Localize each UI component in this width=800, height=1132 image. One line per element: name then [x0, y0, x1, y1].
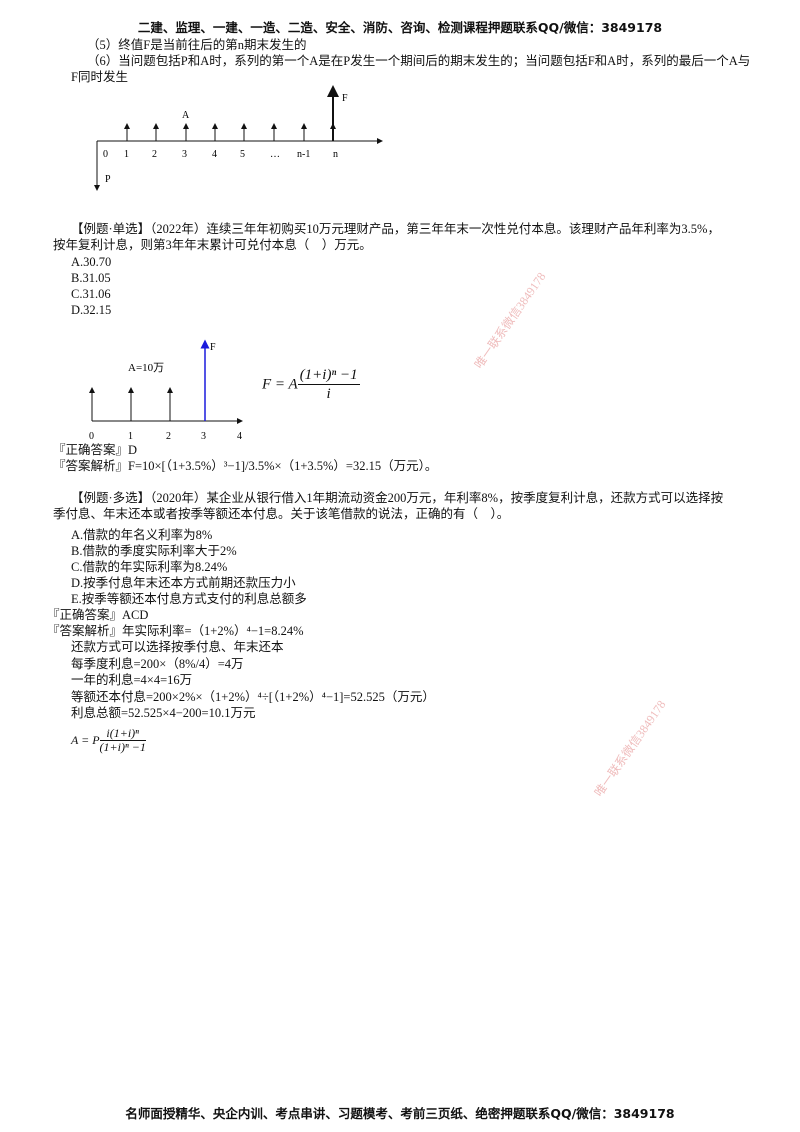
example1-stem: 【例题·单选】（2022年）连续三年年初购买10万元理财产品，第三年年末一次性兑… [71, 222, 720, 236]
example2-option-c: C.借款的年实际利率为8.24% [71, 560, 228, 574]
example2-option-b: B.借款的季度实际利率大于2% [71, 544, 237, 558]
formula-fraction: i(1+i)ⁿ (1+i)ⁿ −1 [99, 727, 146, 754]
example2-stem: 【例题·多选】（2020年）某企业从银行借入1年期流动资金200万元，年利率8%… [71, 491, 724, 505]
tick-label: 3 [201, 431, 206, 442]
note-item-6: （6）当问题包括P和A时，系列的第一个A是在P发生一个期间后的期末发生的；当问题… [87, 54, 751, 68]
tick-label: 4 [237, 431, 242, 442]
tick-label: … [270, 149, 280, 160]
page-header: 二建、监理、一建、一造、二造、安全、消防、咨询、检测课程押题联系QQ/微信：38… [137, 20, 663, 35]
example1-option-b: B.31.05 [71, 271, 111, 285]
formula-fraction: (1+i)ⁿ −1 i [297, 366, 360, 403]
example1-analysis: 『答案解析』F=10×[（1+3.5%）³−1]/3.5%×（1+3.5%）=3… [53, 459, 438, 473]
example2-analysis-line: 每季度利息=200×（8%/4）=4万 [71, 657, 244, 671]
example1-answer: 『正确答案』D [53, 443, 138, 457]
page-footer: 名师面授精华、央企内训、考点串讲、习题模考、考前三页纸、绝密押题联系QQ/微信：… [125, 1106, 675, 1121]
tick-label: 4 [212, 149, 217, 160]
tick-label: 5 [240, 149, 245, 160]
label-a: A [182, 110, 190, 121]
example2-answer: 『正确答案』ACD [47, 608, 149, 622]
tick-labels: 0 1 2 3 4 5 … n-1 n [103, 149, 338, 160]
label-a: A=10万 [128, 362, 164, 374]
example2-analysis-line: 『答案解析』年实际利率=（1+2%）⁴−1=8.24% [47, 624, 304, 638]
example2-option-e: E.按季等额还本付息方式支付的利息总额多 [71, 592, 307, 606]
example1-stem-cont: 按年复利计息，则第3年年末累计可兑付本息（ ）万元。 [53, 238, 372, 252]
note-item-5: （5）终值F是当前往后的第n期末发生的 [87, 38, 307, 52]
example1-option-a: A.30.70 [71, 255, 112, 269]
example2-option-d: D.按季付息年末还本方式前期还款压力小 [71, 576, 296, 590]
example2-analysis-line: 还款方式可以选择按季付息、年末还本 [71, 640, 284, 654]
tick-label: 2 [152, 149, 157, 160]
label-f: F [210, 342, 216, 353]
formula-numerator: i(1+i)ⁿ [99, 727, 146, 741]
formula-lhs: F = A [262, 376, 298, 393]
tick-label: 0 [103, 149, 108, 160]
example1-option-d: D.32.15 [71, 303, 112, 317]
tick-label: 3 [182, 149, 187, 160]
example2-option-a: A.借款的年名义利率为8% [71, 528, 213, 542]
example2-stem-cont: 季付息、年末还本或者按季等额还本付息。关于该笔借款的说法，正确的有（ ）。 [53, 507, 510, 521]
example2-analysis-line: 一年的利息=4×4=16万 [71, 673, 193, 687]
label-f: F [342, 93, 348, 104]
a-arrows [124, 123, 336, 141]
tick-label: 1 [124, 149, 129, 160]
label-p: P [105, 174, 111, 185]
example1-option-c: C.31.06 [71, 287, 111, 301]
tick-label: 1 [128, 431, 133, 442]
formula-denominator: (1+i)ⁿ −1 [99, 740, 146, 754]
annuity-future-value-formula: F = A (1+i)ⁿ −1 i [262, 366, 360, 403]
cash-flow-diagram-example1: F A=10万 0 1 2 3 4 [89, 339, 243, 442]
tick-label: 2 [166, 431, 171, 442]
formula-numerator: (1+i)ⁿ −1 [297, 367, 360, 385]
cash-flow-diagram-general: F A P 0 1 2 3 4 5 … n-1 n [94, 85, 383, 191]
formula-lhs: A = P [71, 733, 100, 747]
example2-analysis-line: 等额还本付息=200×2%×（1+2%）⁴÷[（1+2%）⁴−1]=52.525… [71, 690, 435, 704]
tick-label: n [333, 149, 338, 160]
note-item-6-cont: F同时发生 [71, 70, 128, 84]
example2-analysis-line: 利息总额=52.525×4−200=10.1万元 [71, 706, 256, 720]
tick-labels: 0 1 2 3 4 [89, 431, 242, 442]
watermark: 唯一联系微信3849178 [591, 697, 669, 800]
tick-label: n-1 [297, 149, 310, 160]
formula-denominator: i [326, 386, 331, 402]
tick-label: 0 [89, 431, 94, 442]
watermark: 唯一联系微信3849178 [471, 269, 549, 372]
